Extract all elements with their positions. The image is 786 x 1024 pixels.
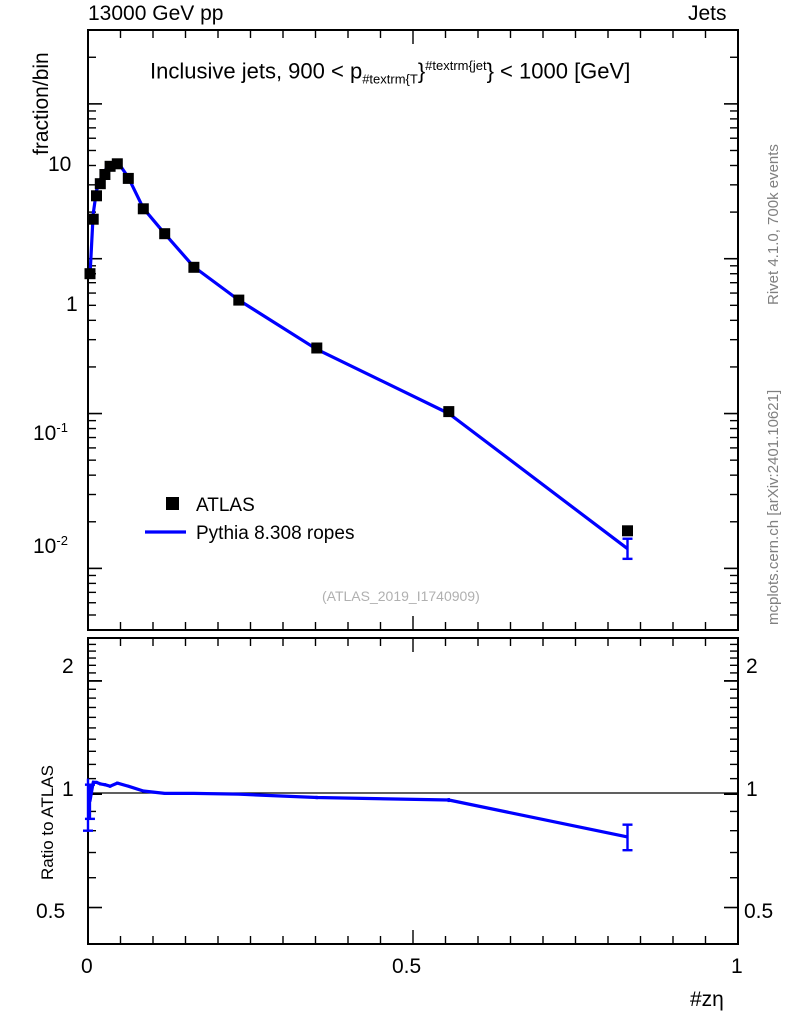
legend-label-mc: Pythia 8.308 ropes — [196, 523, 355, 544]
analysis-watermark: (ATLAS_2019_I1740909) — [322, 588, 480, 604]
plot-title-mid: } — [417, 58, 426, 84]
mc-curve-ratio — [83, 778, 633, 852]
ratio-ytick-1-right: 1 — [746, 778, 758, 801]
mc-curve-main — [86, 159, 633, 561]
ratio-panel-frame — [87, 637, 739, 945]
data-markers-main — [84, 158, 633, 537]
main-ytick-1e-1: 10-1 — [33, 420, 68, 445]
legend-label-atlas: ATLAS — [196, 495, 255, 516]
header-left-label: 13000 GeV pp — [88, 2, 224, 25]
main-panel-ticks — [87, 29, 739, 631]
x-axis-ticks — [87, 638, 739, 944]
main-ytick-1: 1 — [66, 293, 78, 316]
main-ytick-10: 10 — [48, 153, 72, 176]
ratio-ytick-2-right: 2 — [746, 655, 758, 678]
x-axis-label: #zη — [690, 988, 724, 1011]
plot-title-subscript: #textrm{T — [362, 71, 418, 87]
main-panel-frame — [87, 29, 739, 631]
ratio-ytick-05-left: 0.5 — [36, 900, 66, 923]
main-ytick-1e-2: 10-2 — [33, 533, 68, 558]
ratio-ytick-1-left: 1 — [62, 778, 74, 801]
plot-title: Inclusive jets, 900 < p#textrm{T}#textrm… — [150, 58, 630, 87]
ratio-ytick-2-left: 2 — [62, 655, 74, 678]
legend-marker-atlas — [166, 497, 179, 510]
plot-title-superscript: #textrm{jet — [425, 58, 487, 73]
plot-title-part-b: } < 1000 [GeV] — [486, 58, 631, 84]
ratio-ytick-05-right: 0.5 — [744, 900, 774, 923]
plot-title-part-a: Inclusive jets, 900 < p — [150, 58, 363, 84]
xtick-1: 1 — [731, 955, 743, 978]
xtick-05: 0.5 — [392, 955, 422, 978]
xtick-0: 0 — [81, 955, 93, 978]
header-right-label: Jets — [688, 2, 727, 25]
